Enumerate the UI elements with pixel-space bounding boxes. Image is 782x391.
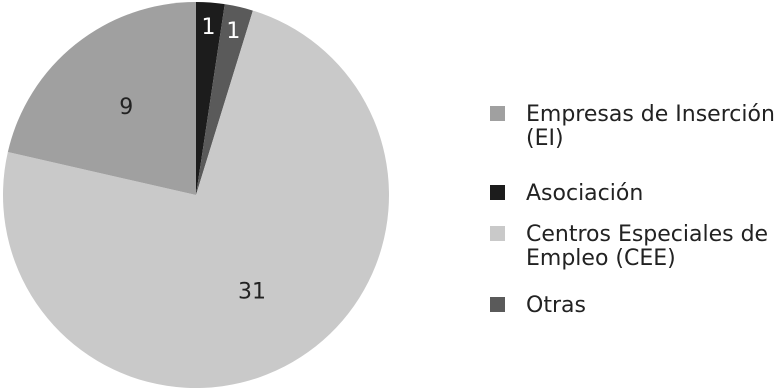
- pie-value-label: 31: [238, 279, 266, 304]
- legend-label: Otras: [526, 293, 586, 318]
- legend-swatch: [490, 185, 505, 200]
- legend-swatch: [490, 297, 505, 312]
- legend-label: (EI): [526, 126, 564, 151]
- pie-slice: [7, 2, 196, 195]
- legend-label: Empleo (CEE): [526, 246, 676, 271]
- pie-slice: [2, 10, 390, 389]
- legend-swatch: [490, 106, 505, 121]
- pie-slice: [196, 4, 253, 195]
- legend-label: Asociación: [526, 181, 643, 206]
- legend: Empresas de Inserción(EI) Asociación Centr…: [490, 102, 775, 318]
- legend-label: Empresas de Inserción: [526, 102, 775, 127]
- pie-value-label: 1: [226, 19, 240, 44]
- pie-slice: [196, 2, 225, 195]
- pie-slices: [2, 2, 390, 389]
- pie-value-label: 1: [202, 15, 216, 40]
- legend-label: Centros Especiales de: [526, 222, 768, 247]
- pie-value-label: 9: [119, 95, 133, 120]
- legend-swatch: [490, 226, 505, 241]
- pie-value-labels: 1 1 31 9: [119, 15, 266, 304]
